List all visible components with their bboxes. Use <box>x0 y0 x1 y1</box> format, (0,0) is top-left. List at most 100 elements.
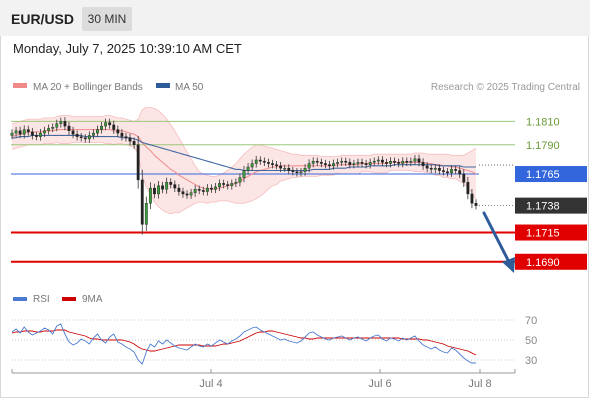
candle-body <box>299 171 303 174</box>
candle-body <box>303 167 307 172</box>
x-axis-tick-label: Jul 8 <box>468 378 491 390</box>
candle-body <box>246 166 250 171</box>
candle-body <box>267 162 270 164</box>
candle-body <box>279 165 283 169</box>
candle-body <box>120 132 124 137</box>
last-price-label: 1.1738 <box>526 201 560 213</box>
candle-body <box>165 182 169 190</box>
candle-body <box>409 160 413 163</box>
candle-body <box>87 135 91 140</box>
candle-body <box>319 162 323 164</box>
candle-body <box>238 177 242 183</box>
candle-body <box>446 171 449 174</box>
chart-datetime: Monday, July 7, 2025 10:39:10 AM CET <box>13 41 242 56</box>
candle-body <box>262 160 266 163</box>
support-label: 1.1715 <box>526 228 560 240</box>
candle-body <box>332 163 335 167</box>
candle-body <box>389 160 392 164</box>
support-tag <box>515 224 587 241</box>
candle-body <box>51 127 55 129</box>
rsi-legend-label: RSI <box>33 294 50 305</box>
ma9-legend-label: 9MA <box>82 294 103 305</box>
ma20-legend-swatch <box>13 83 27 88</box>
candle-body <box>291 170 295 172</box>
candle-body <box>311 160 315 164</box>
candle-body <box>75 134 79 137</box>
candle-body <box>283 167 287 170</box>
resistance-label: 1.1790 <box>526 140 560 152</box>
candle-body <box>108 122 112 126</box>
candle-body <box>214 186 217 190</box>
candle-body <box>197 189 201 191</box>
candle-body <box>368 162 372 165</box>
candle-body <box>116 129 120 134</box>
resistance-label: 1.1810 <box>526 116 560 128</box>
candle-body <box>458 170 462 175</box>
candle-body <box>124 136 128 138</box>
ma20-legend-label: MA 20 + Bollinger Bands <box>33 82 143 93</box>
candle-body <box>193 189 197 193</box>
candle-body <box>315 160 319 163</box>
rsi-tick-label: 70 <box>525 315 537 327</box>
candle-body <box>454 169 458 171</box>
bollinger-band <box>12 107 476 214</box>
candle-body <box>405 160 409 163</box>
candle-body <box>173 184 177 189</box>
candle-body <box>380 159 384 163</box>
candle-body <box>466 182 470 195</box>
pivot-label: 1.1765 <box>526 169 560 181</box>
candle-body <box>26 129 30 133</box>
candle-body <box>136 144 140 181</box>
candle-body <box>352 163 356 165</box>
candle-body <box>397 162 401 164</box>
candle-body <box>275 164 278 167</box>
candle-body <box>96 129 99 134</box>
candle-body <box>425 165 429 169</box>
ma9-legend-swatch <box>62 297 76 301</box>
candle-body <box>210 187 213 190</box>
candle-body <box>323 163 327 165</box>
candle-body <box>112 124 116 130</box>
candle-body <box>287 167 291 171</box>
candle-body <box>356 162 360 164</box>
candle-body <box>413 158 417 162</box>
candle-body <box>401 160 405 164</box>
candle-body <box>242 170 246 178</box>
candle-body <box>79 136 83 138</box>
candle-body <box>205 187 209 192</box>
candle-body <box>421 162 425 167</box>
copyright-text: Research © 2025 Trading Central <box>431 82 580 93</box>
candle-body <box>470 193 474 204</box>
candle-body <box>307 163 311 169</box>
candle-body <box>43 130 46 134</box>
candle-body <box>271 163 274 165</box>
candle-body <box>254 159 258 164</box>
rsi-line <box>11 323 476 365</box>
candle-body <box>35 135 38 137</box>
candle-body <box>185 193 189 196</box>
last-price-tag <box>515 197 587 214</box>
rsi-legend-swatch <box>13 297 27 301</box>
candle-body <box>128 137 132 142</box>
candle-body <box>153 187 156 195</box>
candle-body <box>201 190 205 192</box>
candle-body <box>348 162 352 165</box>
candle-body <box>372 160 376 163</box>
candle-body <box>417 158 421 163</box>
candle-body <box>189 192 193 196</box>
candle-body <box>47 128 51 131</box>
candle-body <box>55 123 59 128</box>
candle-body <box>376 159 380 162</box>
support-tag <box>515 253 587 270</box>
candle-body <box>22 129 26 135</box>
symbol-label: EUR/USD <box>11 11 75 27</box>
candle-body <box>59 121 63 124</box>
candle-body <box>364 163 368 165</box>
timeframe-button[interactable]: 30 MIN <box>82 7 132 31</box>
rsi-tick-label: 50 <box>525 335 537 347</box>
candle-body <box>450 169 453 174</box>
candle-body <box>344 160 348 163</box>
support-label: 1.1690 <box>526 257 560 269</box>
candle-body <box>250 163 254 168</box>
candle-body <box>148 187 152 204</box>
